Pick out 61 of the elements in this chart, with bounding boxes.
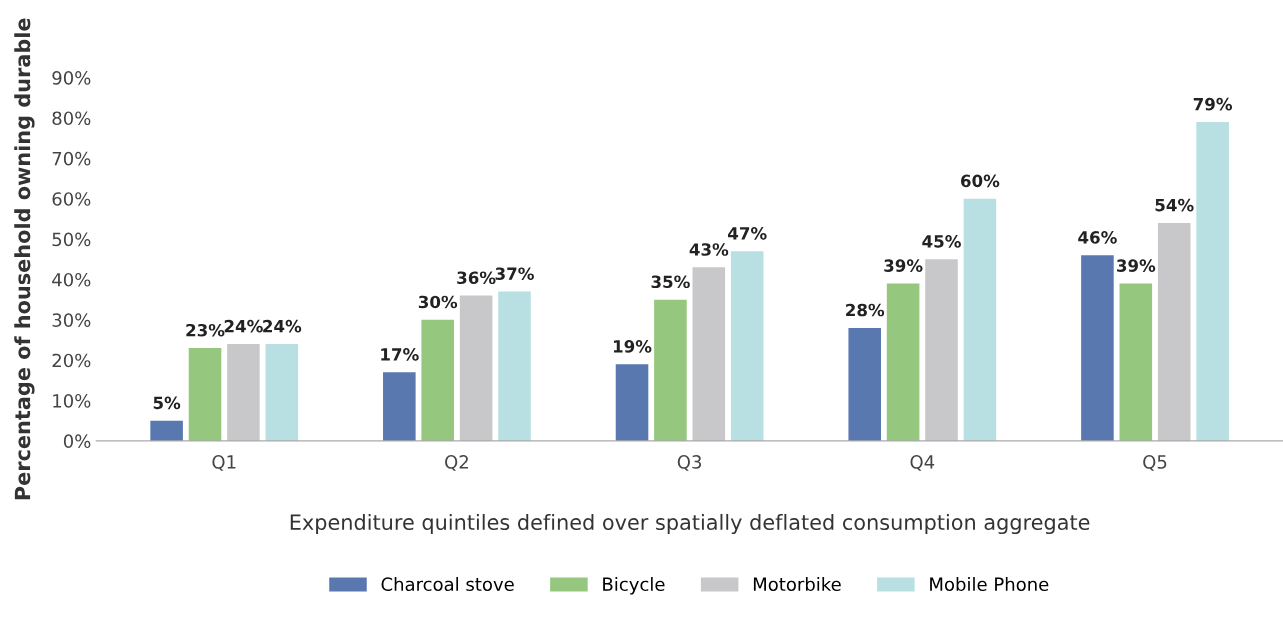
x-tick-label: Q5	[1143, 455, 1167, 471]
data-label: 24%	[224, 319, 263, 333]
y-tick-label: 70%	[52, 151, 91, 166]
data-label: 5%	[153, 396, 181, 410]
bar	[1157, 222, 1191, 441]
x-tick-label: Q1	[212, 455, 236, 471]
data-label: 47%	[728, 227, 767, 240]
y-tick-label: 80%	[52, 111, 91, 126]
data-label: 17%	[381, 348, 419, 361]
bar	[150, 420, 183, 441]
data-label: 19%	[613, 340, 652, 353]
bar	[848, 327, 882, 441]
bar	[188, 348, 222, 441]
bar	[1081, 255, 1114, 441]
data-label: 54%	[1155, 198, 1194, 212]
y-axis-title: Percentage of household owning durable	[14, 18, 35, 500]
y-tick-label: 30%	[52, 313, 91, 327]
bar	[963, 198, 997, 441]
legend-label: Mobile Phone	[930, 577, 1049, 592]
bar	[1196, 122, 1229, 441]
bar	[383, 372, 416, 441]
data-label: 35%	[651, 275, 690, 289]
bar	[730, 251, 764, 441]
bar	[227, 344, 260, 441]
x-tick-label: Q4	[910, 455, 935, 471]
y-tick-label: 90%	[52, 71, 91, 85]
bar	[654, 299, 687, 441]
data-label: 24%	[263, 319, 302, 333]
y-tick-label: 60%	[52, 192, 91, 206]
data-label: 39%	[884, 259, 923, 272]
x-tick-label: Q3	[677, 455, 702, 471]
legend-label: Bicycle	[603, 577, 665, 595]
legend-label: Motorbike	[753, 577, 841, 592]
bar	[925, 259, 958, 441]
legend-label: Charcoal stove	[381, 577, 514, 592]
y-tick-label: 40%	[52, 272, 91, 287]
bar	[265, 344, 299, 441]
y-tick-label: 10%	[53, 394, 91, 408]
data-label: 30%	[418, 295, 458, 309]
data-label: 28%	[846, 303, 885, 317]
data-label: 43%	[689, 243, 729, 256]
bar	[498, 291, 531, 441]
data-label: 46%	[1078, 231, 1117, 244]
y-tick-label: 20%	[52, 353, 91, 368]
data-label: 60%	[960, 174, 1000, 188]
y-tick-label: 50%	[52, 232, 91, 247]
bar	[421, 319, 454, 441]
x-tick-label: Q2	[445, 455, 468, 471]
data-label: 39%	[1116, 259, 1156, 272]
bar	[615, 364, 649, 441]
data-label: 79%	[1193, 97, 1233, 111]
bar	[886, 283, 920, 441]
data-label: 36%	[457, 271, 496, 285]
bar	[1119, 283, 1153, 441]
y-tick-label: 0%	[63, 434, 91, 449]
bar	[459, 295, 493, 441]
data-label: 45%	[922, 235, 961, 248]
data-label: 23%	[186, 323, 225, 337]
data-label: 37%	[495, 267, 534, 280]
x-axis-title: Expenditure quintiles defined over spatially deflated consumption aggregate	[290, 513, 1090, 535]
bar	[692, 267, 726, 441]
